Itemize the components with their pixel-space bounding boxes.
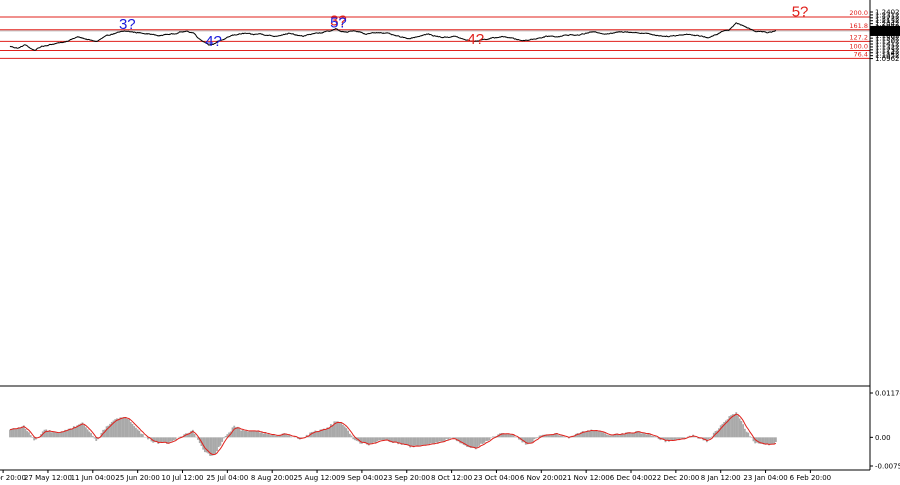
osc-signal-line [9,413,777,456]
time-tick-label: 21 Nov 12:00 [563,474,610,482]
price-tick-label: 1.1592 [875,35,900,43]
price-tick-label: 1.1502 [875,38,900,46]
price-tick-label: 1.1682 [875,32,900,40]
time-tick-label: 25 Jul 04:00 [206,474,248,482]
price-tick-label: 1.2132 [875,17,900,25]
wave-label: 4? [467,31,484,48]
osc-tick-label: 0.00 [875,434,891,442]
fib-level-label: 127.2 [849,33,868,41]
fib-level-label: 161.8 [849,22,868,30]
price-line [9,22,777,51]
time-tick-label: 11 Jun 04:00 [71,474,115,482]
fib-level-label: 76.4 [854,50,868,58]
price-tick-label: 1.1322 [875,43,900,51]
wave-label: 3? [330,12,347,29]
time-tick-label: 23 Sep 20:00 [383,474,430,482]
price-tick-label: 1.1952 [875,23,900,31]
wave-label: 3? [119,16,136,33]
price-tick-label: 1.2402 [875,9,900,17]
price-tick-label: 1.1862 [875,26,900,34]
time-tick-label: 8 Aug 20:00 [251,474,294,482]
current-price-box [870,25,900,36]
fib-level-label: 100.0 [849,42,868,50]
osc-tick-label: -0.00759 [875,463,900,471]
price-tick-label: 1.0962 [875,55,900,63]
wave-label: 5? [792,3,809,20]
time-tick-label: 25 Jun 20:00 [115,474,159,482]
time-tick-label: 6 Nov 20:00 [520,474,563,482]
time-tick-label: 6 Dec 04:00 [610,474,653,482]
time-tick-label: 9 Sep 04:00 [341,474,383,482]
osc-tick-label: 0.01174 [875,390,900,398]
price-tick-label: 1.1052 [875,52,900,60]
wave-label: 4? [205,33,222,50]
wave-labels: 3?4?3?5?4?5? [119,3,808,50]
price-tick-label: 1.2042 [875,20,900,28]
price-tick-label: 1.1142 [875,49,900,57]
time-tick-label: 10 Jul 12:00 [162,474,204,482]
fib-level-label: 200.0 [849,9,868,17]
current-price-label: 1.1816 [874,27,899,35]
price-tick-label: 1.1232 [875,46,900,54]
time-tick-label: 6 Feb 20:00 [790,474,831,482]
wave-label: 5? [330,14,347,31]
time-tick-label: 23 Jan 04:00 [743,474,787,482]
time-tick-label: 22 Dec 20:00 [652,474,699,482]
time-tick-label: 27 May 12:00 [24,474,72,482]
oscillator-panel [9,412,777,456]
price-tick-label: 1.1772 [875,29,900,37]
time-tick-label: 8 Oct 12:00 [431,474,472,482]
price-tick-label: 1.2222 [875,14,900,22]
price-tick-label: 1.2312 [875,11,900,19]
price-tick-label: 1.1412 [875,41,900,49]
time-tick-label: 8 Jan 12:00 [701,474,741,482]
time-tick-label: 25 Aug 12:00 [293,474,340,482]
price-series [9,22,777,51]
time-tick-label: 23 Oct 04:00 [474,474,520,482]
time-tick-label: 28 Apr 20:00 [0,474,26,482]
